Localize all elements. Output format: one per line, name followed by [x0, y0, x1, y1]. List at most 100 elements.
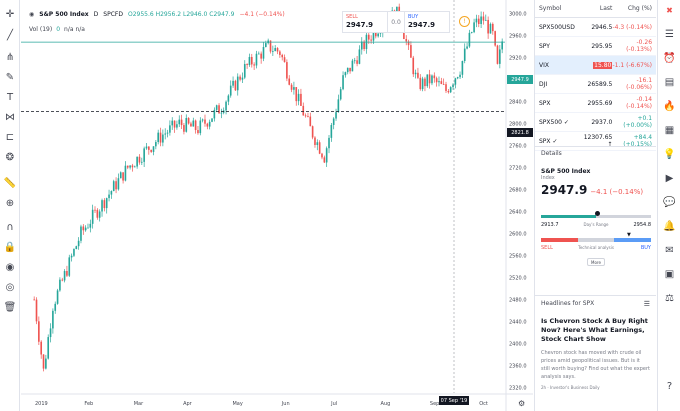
- headline-link[interactable]: Is Chevron Stock A Buy Right Now? Here's…: [541, 317, 648, 343]
- details-name[interactable]: S&P 500 Index: [541, 168, 591, 175]
- header-symbol[interactable]: Symbol: [539, 5, 562, 12]
- trash-icon[interactable]: 🗑: [3, 302, 17, 313]
- watchlist-row[interactable]: DJI 26589.5 -16.1 (-0.06%): [535, 75, 656, 94]
- candle-body: [35, 299, 38, 322]
- candle-body: [199, 120, 202, 134]
- pattern-icon[interactable]: ⋈: [5, 112, 15, 123]
- magnet-icon[interactable]: ∩: [6, 222, 14, 233]
- watchlist-chg: -0.14 (-0.14%): [626, 96, 653, 110]
- legend-exchange: SPCFD: [103, 11, 123, 18]
- time-axis-label: Aug: [381, 401, 391, 407]
- candle-body: [227, 95, 230, 102]
- candle-body: [405, 39, 408, 42]
- watchlist-row[interactable]: SPX500USD 2946.5 -4.3 (-0.14%): [535, 18, 656, 37]
- watchlist-row[interactable]: SPX 2955.69 -0.14 (-0.14%): [535, 94, 656, 113]
- chart-pane[interactable]: 3000.02960.02920.02880.02840.02800.02760…: [21, 0, 533, 411]
- ta-buy-label: BUY: [640, 245, 651, 251]
- calendar-icon[interactable]: ▦: [664, 125, 675, 136]
- data-window-icon[interactable]: ▤: [664, 77, 675, 88]
- dom-icon[interactable]: ⚖: [665, 293, 674, 304]
- watchlist-chg: -0.26 (-0.13%): [626, 39, 653, 53]
- candle-body: [143, 148, 145, 162]
- sell-label: SELL: [346, 14, 358, 20]
- buy-button[interactable]: BUY 2947.9: [405, 12, 449, 32]
- header-chg[interactable]: Chg (%): [627, 5, 653, 12]
- notifications-icon[interactable]: 🔔: [663, 221, 676, 232]
- watchlist-symbol: SPX: [539, 99, 551, 107]
- candle-body: [197, 130, 199, 134]
- watchlist-last: 12307.65 ↑: [583, 134, 613, 148]
- time-axis-label: Feb: [84, 401, 93, 407]
- visibility-icon[interactable]: ◉: [5, 262, 15, 273]
- crosshair-icon[interactable]: ✛: [5, 9, 15, 20]
- candle-body: [323, 157, 326, 163]
- candle-body: [248, 56, 251, 65]
- day-range-bar: [541, 211, 651, 218]
- watchlist-chg: +84.4 (+0.15%): [623, 134, 653, 148]
- messages-icon[interactable]: ✉: [665, 245, 674, 256]
- order-panel-icon[interactable]: ▣: [664, 269, 675, 280]
- clock-icon[interactable]: !: [459, 16, 470, 27]
- pitchfork-icon[interactable]: ⋔: [5, 52, 15, 63]
- brush-icon[interactable]: ✎: [5, 72, 15, 83]
- candle-body: [279, 51, 281, 55]
- candle-body: [473, 22, 475, 33]
- eye-icon[interactable]: ◎: [5, 282, 15, 293]
- candle-body: [140, 161, 143, 163]
- candle-body: [133, 166, 136, 168]
- candle-body: [33, 299, 35, 301]
- day-range-fill: [541, 215, 596, 218]
- technical-analysis-bar[interactable]: [541, 238, 652, 242]
- time-axis-label: Apr: [183, 401, 193, 407]
- time-axis-label: Sep: [430, 401, 439, 407]
- candle-body: [433, 75, 436, 79]
- help-icon[interactable]: ?: [666, 381, 673, 392]
- ideas-icon[interactable]: 💡: [663, 149, 676, 160]
- candle-body: [243, 64, 246, 78]
- candle-body: [421, 78, 424, 90]
- last-price-badge: 2947.9: [507, 75, 533, 84]
- watchlist-symbol: DJI: [539, 80, 548, 88]
- close-icon[interactable]: ✖: [666, 6, 673, 15]
- ruler-icon[interactable]: 📏: [3, 178, 17, 189]
- watchlist-row[interactable]: SPX500 ✓ 2937.0 +0.1 (+0.00%): [535, 113, 656, 132]
- icon-tool-icon[interactable]: ❂: [5, 152, 15, 163]
- sell-button[interactable]: SELL 2947.9: [343, 12, 387, 32]
- watchlist-icon[interactable]: ☰: [665, 29, 674, 40]
- range-high: 2954.8: [633, 222, 652, 228]
- candle-body: [419, 77, 422, 90]
- prediction-icon[interactable]: ⊏: [5, 132, 15, 143]
- watchlist-row[interactable]: SPY 295.95 -0.26 (-0.13%): [535, 37, 656, 56]
- headlines-menu-icon[interactable]: ☰: [643, 300, 650, 308]
- trade-widget: SELL 2947.9 0.0 BUY 2947.9: [342, 11, 450, 33]
- more-button[interactable]: More: [587, 258, 605, 266]
- candle-body: [499, 49, 501, 64]
- candle-body: [246, 64, 248, 65]
- candle-body: [150, 149, 152, 152]
- watchlist-row[interactable]: VIX 15.80 -1.1 (-6.67%): [535, 56, 656, 75]
- lock-icon[interactable]: 🔒: [3, 242, 17, 253]
- trend-line-icon[interactable]: ╱: [6, 30, 14, 41]
- legend-symbol[interactable]: S&P 500 Index: [39, 11, 89, 18]
- candle-body: [463, 48, 466, 62]
- legend-eye-icon[interactable]: ◉: [29, 11, 35, 18]
- text-tool-icon[interactable]: T: [6, 92, 14, 103]
- header-last[interactable]: Last: [599, 5, 613, 12]
- price-chart[interactable]: 3000.02960.02920.02880.02840.02800.02760…: [21, 0, 533, 411]
- candle-body: [73, 249, 75, 256]
- legend-ohlc: O2955.6 H2956.2 L2946.0 C2947.9: [127, 11, 235, 18]
- hotlist-icon[interactable]: 🔥: [663, 101, 676, 112]
- details-type: Index: [541, 175, 555, 181]
- candle-body: [232, 80, 234, 86]
- alerts-icon[interactable]: ⏰: [663, 53, 676, 64]
- candle-body: [239, 76, 241, 80]
- watchlist-row[interactable]: SPX ✓ 12307.65 ↑ +84.4 (+0.15%): [535, 132, 656, 151]
- chart-settings-gear-icon[interactable]: ⚙: [518, 399, 526, 408]
- streams-icon[interactable]: ▶: [665, 173, 674, 184]
- chats-icon[interactable]: 💬: [663, 197, 676, 208]
- volume-label[interactable]: Vol (19): [29, 26, 53, 33]
- candle-body: [126, 165, 129, 168]
- zoom-in-icon[interactable]: ⊕: [5, 198, 15, 209]
- candle-body: [328, 137, 330, 149]
- candle-body: [286, 62, 288, 79]
